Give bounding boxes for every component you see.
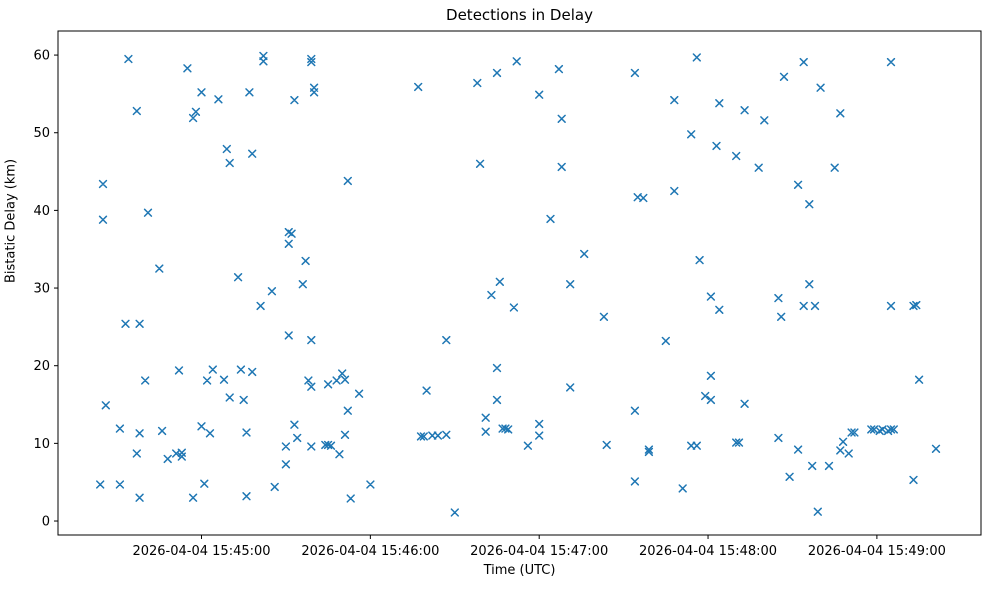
y-tick-label: 60 <box>33 49 50 64</box>
x-tick-label: 2026-04-04 15:47:00 <box>470 544 608 559</box>
x-tick-label: 2026-04-04 15:46:00 <box>301 544 439 559</box>
x-tick-label: 2026-04-04 15:45:00 <box>132 544 270 559</box>
scatter-markers <box>96 51 941 517</box>
scatter-x-markers <box>96 51 941 517</box>
x-tick-label: 2026-04-04 15:49:00 <box>808 544 946 559</box>
axis-ticks: 2026-04-04 15:45:00 2026-04-04 15:46:00 20… <box>33 49 945 559</box>
y-tick-label: 10 <box>33 437 50 452</box>
axes-frame <box>57 30 982 536</box>
x-tick-label: 2026-04-04 15:48:00 <box>639 544 777 559</box>
y-tick-label: 50 <box>33 126 50 141</box>
y-axis-label-text: Bistatic Delay (km) <box>3 158 19 283</box>
chart-title: Detections in Delay <box>446 6 593 24</box>
y-tick-label: 0 <box>42 515 50 530</box>
x-axis-label: Time (UTC) <box>483 563 556 578</box>
y-tick-label: 20 <box>33 359 50 374</box>
y-tick-label: 40 <box>33 204 50 219</box>
y-tick-label: 30 <box>33 282 50 297</box>
